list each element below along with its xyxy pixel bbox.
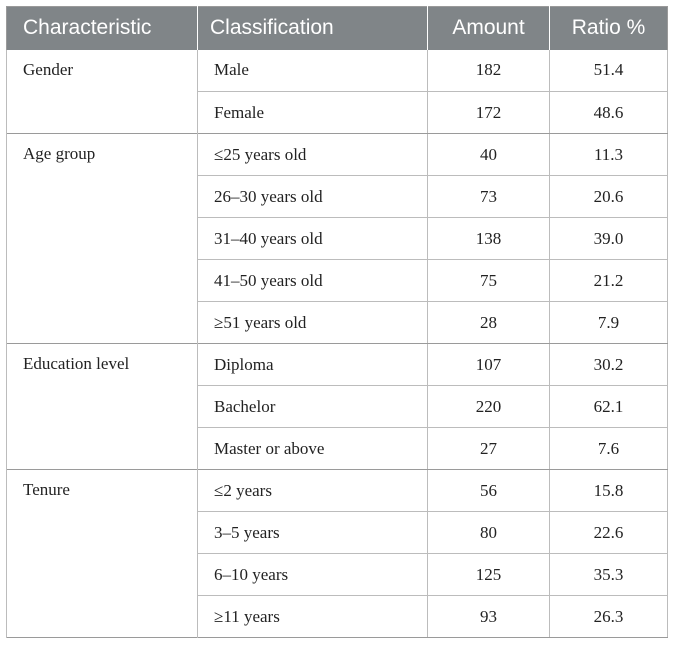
classification-cell: Male xyxy=(197,49,428,92)
amount-cell: 138 xyxy=(427,217,550,260)
ratio-cell: 51.4 xyxy=(549,49,668,92)
ratio-cell: 35.3 xyxy=(549,553,668,596)
classification-cell: ≤25 years old xyxy=(197,133,428,176)
classification-cell: 41–50 years old xyxy=(197,259,428,302)
ratio-cell: 62.1 xyxy=(549,385,668,428)
classification-cell: 31–40 years old xyxy=(197,217,428,260)
demographics-table: Characteristic Classification Amount Rat… xyxy=(6,6,668,638)
table-row: Bachelor 220 62.1 xyxy=(7,385,668,428)
amount-cell: 125 xyxy=(427,553,550,596)
classification-cell: Master or above xyxy=(197,427,428,470)
ratio-cell: 21.2 xyxy=(549,259,668,302)
header-characteristic: Characteristic xyxy=(6,6,198,50)
classification-cell: Diploma xyxy=(197,343,428,386)
classification-cell: 3–5 years xyxy=(197,511,428,554)
characteristic-cell: Education level xyxy=(6,343,198,470)
table-row: Tenure ≤2 years 56 15.8 xyxy=(6,469,668,638)
classification-cell: Bachelor xyxy=(197,385,428,428)
amount-cell: 56 xyxy=(427,469,550,512)
table-row: 6–10 years 125 35.3 xyxy=(7,553,668,596)
table-row: Master or above 27 7.6 xyxy=(7,427,668,470)
amount-cell: 182 xyxy=(427,49,550,92)
header-classification: Classification xyxy=(197,6,428,50)
ratio-cell: 7.6 xyxy=(549,427,668,470)
ratio-cell: 22.6 xyxy=(549,511,668,554)
table-row: Gender Male 182 51.4 xyxy=(6,49,668,134)
classification-cell: ≤2 years xyxy=(197,469,428,512)
amount-cell: 93 xyxy=(427,595,550,638)
header-ratio: Ratio % xyxy=(549,6,668,50)
characteristic-cell: Gender xyxy=(6,49,198,134)
amount-cell: 28 xyxy=(427,301,550,344)
amount-cell: 40 xyxy=(427,133,550,176)
ratio-cell: 15.8 xyxy=(549,469,668,512)
classification-cell: ≥11 years xyxy=(197,595,428,638)
table-row: 26–30 years old 73 20.6 xyxy=(7,175,668,218)
header-amount: Amount xyxy=(427,6,550,50)
classification-cell: 26–30 years old xyxy=(197,175,428,218)
ratio-cell: 30.2 xyxy=(549,343,668,386)
table-row: 31–40 years old 138 39.0 xyxy=(7,217,668,260)
ratio-cell: 48.6 xyxy=(549,91,668,134)
table-row: Age group ≤25 years old 40 11.3 xyxy=(6,133,668,344)
characteristic-cell: Tenure xyxy=(6,469,198,638)
classification-cell: 6–10 years xyxy=(197,553,428,596)
amount-cell: 107 xyxy=(427,343,550,386)
classification-cell: Female xyxy=(197,91,428,134)
characteristic-cell: Age group xyxy=(6,133,198,344)
table-row: ≥11 years 93 26.3 xyxy=(7,595,668,638)
amount-cell: 220 xyxy=(427,385,550,428)
ratio-cell: 11.3 xyxy=(549,133,668,176)
table-body: Gender Male 182 51.4 Female 172 48.6 Age group ≤… xyxy=(6,49,668,638)
table-row: ≥51 years old 28 7.9 xyxy=(7,301,668,344)
ratio-cell: 26.3 xyxy=(549,595,668,638)
ratio-cell: 39.0 xyxy=(549,217,668,260)
amount-cell: 73 xyxy=(427,175,550,218)
amount-cell: 80 xyxy=(427,511,550,554)
ratio-cell: 7.9 xyxy=(549,301,668,344)
classification-cell: ≥51 years old xyxy=(197,301,428,344)
table-row: 41–50 years old 75 21.2 xyxy=(7,259,668,302)
ratio-cell: 20.6 xyxy=(549,175,668,218)
amount-cell: 27 xyxy=(427,427,550,470)
amount-cell: 75 xyxy=(427,259,550,302)
table-row: Female 172 48.6 xyxy=(7,91,668,134)
table-row: 3–5 years 80 22.6 xyxy=(7,511,668,554)
header-row: Characteristic Classification Amount Rat… xyxy=(6,6,668,50)
table-row: Education level Diploma 107 30.2 xyxy=(6,343,668,470)
amount-cell: 172 xyxy=(427,91,550,134)
